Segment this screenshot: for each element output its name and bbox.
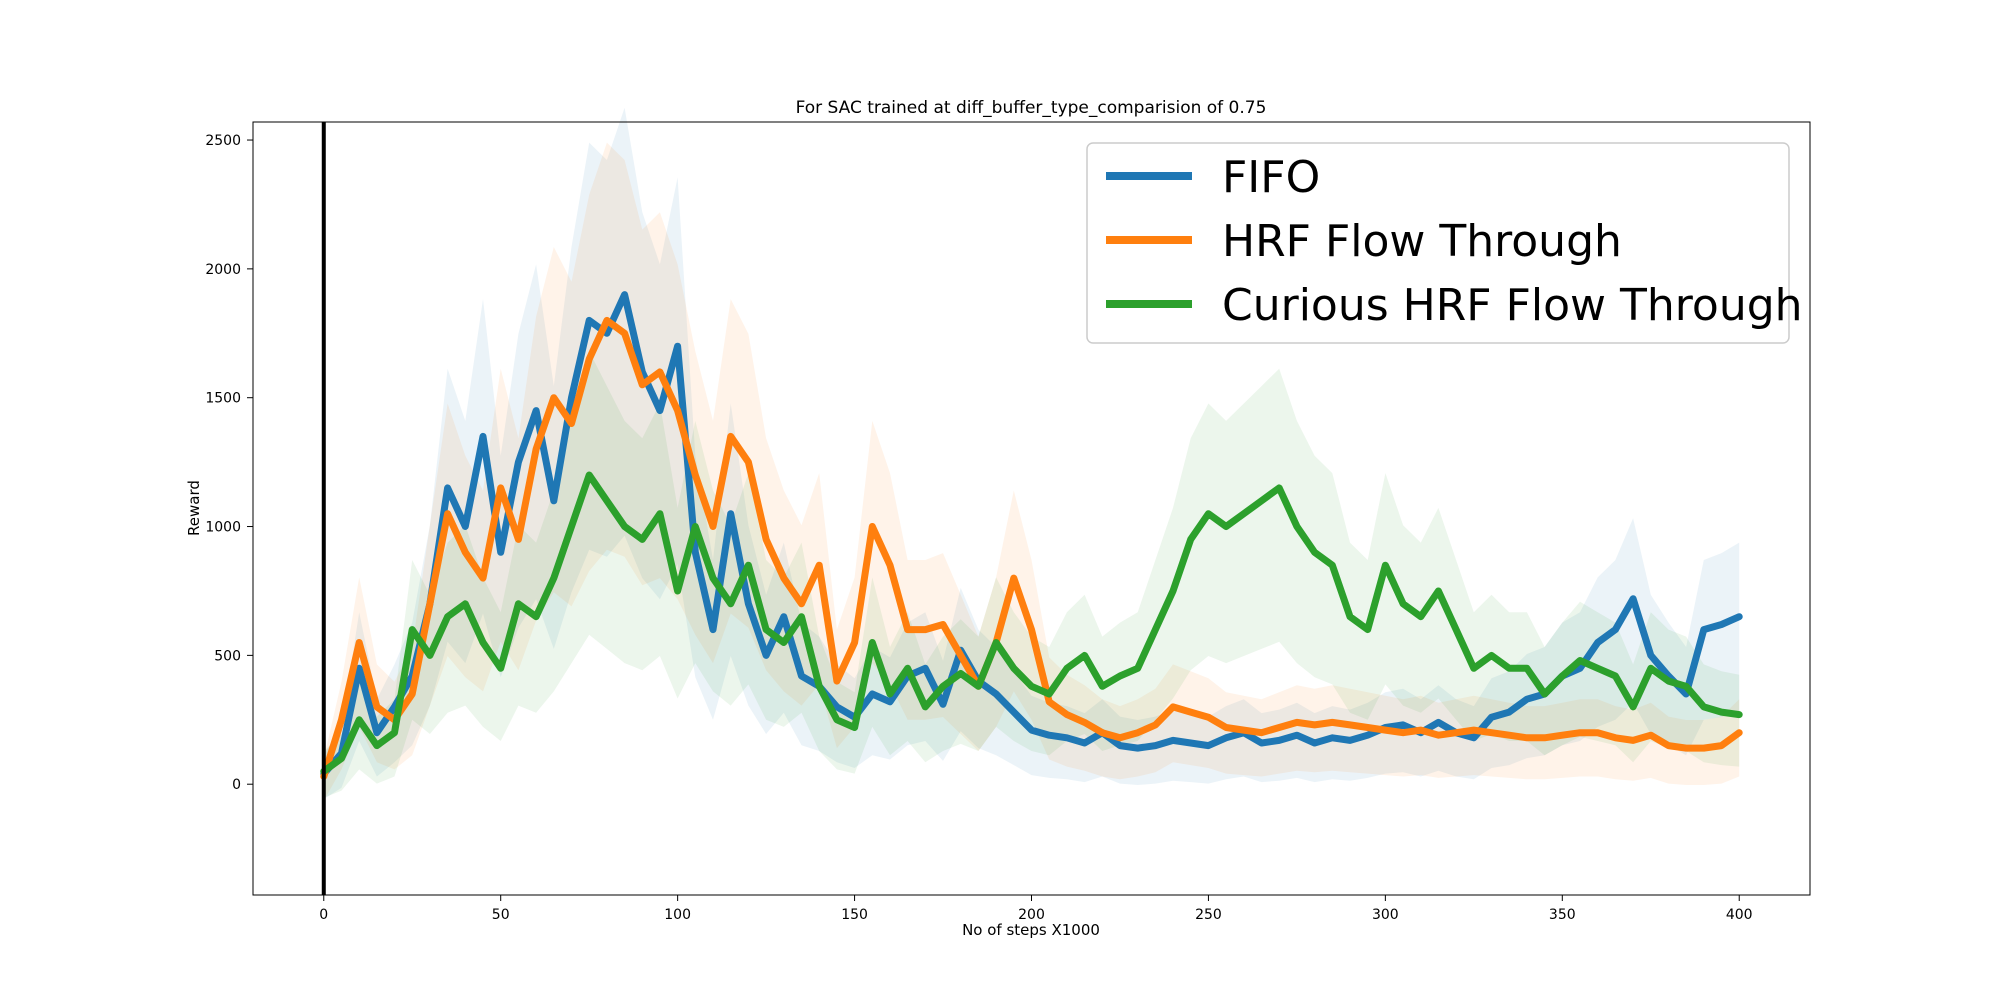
legend: FIFO HRF Flow Through Curious HRF Flow Thr… bbox=[1086, 142, 1803, 344]
band-curious-hrf-flow-through bbox=[323, 351, 1740, 798]
series-lines bbox=[320, 291, 1743, 780]
y-tick-label: 2000 bbox=[205, 262, 241, 278]
legend-items: FIFO HRF Flow Through Curious HRF Flow Thr… bbox=[1106, 152, 1803, 331]
x-axis-label: No of steps X1000 bbox=[962, 921, 1100, 939]
chart-title: For SAC trained at diff_buffer_type_comp… bbox=[796, 98, 1267, 118]
x-tick-label: 50 bbox=[492, 907, 510, 923]
y-tick-label: 1000 bbox=[205, 520, 241, 536]
y-tick-label: 0 bbox=[232, 777, 241, 793]
x-tick-label: 300 bbox=[1372, 907, 1399, 923]
series-line-curious-hrf-flow-through bbox=[320, 471, 1743, 775]
x-axis-ticks: 0 50 100 150 200 250 300 350 400 bbox=[319, 895, 1753, 923]
x-tick-label: 200 bbox=[1018, 907, 1045, 923]
legend-label: FIFO bbox=[1222, 152, 1320, 203]
x-tick-label: 350 bbox=[1549, 907, 1576, 923]
band-fifo bbox=[323, 107, 1740, 800]
y-axis-ticks: 0 500 1000 1500 2000 2500 bbox=[205, 133, 253, 793]
y-tick-label: 1500 bbox=[205, 391, 241, 407]
y-axis-label: Reward bbox=[185, 480, 203, 536]
confidence-bands bbox=[323, 107, 1740, 801]
legend-label: HRF Flow Through bbox=[1222, 216, 1622, 267]
legend-label: Curious HRF Flow Through bbox=[1222, 280, 1803, 331]
y-tick-label: 2500 bbox=[205, 133, 241, 149]
series-line-fifo bbox=[320, 291, 1743, 778]
legend-box bbox=[1086, 142, 1790, 344]
x-tick-label: 100 bbox=[664, 907, 691, 923]
x-tick-label: 0 bbox=[319, 907, 328, 923]
series-line-hrf-flow-through bbox=[320, 316, 1743, 780]
band-hrf-flow-through bbox=[323, 142, 1740, 801]
x-tick-label: 400 bbox=[1726, 907, 1753, 923]
x-tick-label: 250 bbox=[1195, 907, 1222, 923]
x-tick-label: 150 bbox=[841, 907, 868, 923]
y-tick-label: 500 bbox=[214, 648, 241, 664]
